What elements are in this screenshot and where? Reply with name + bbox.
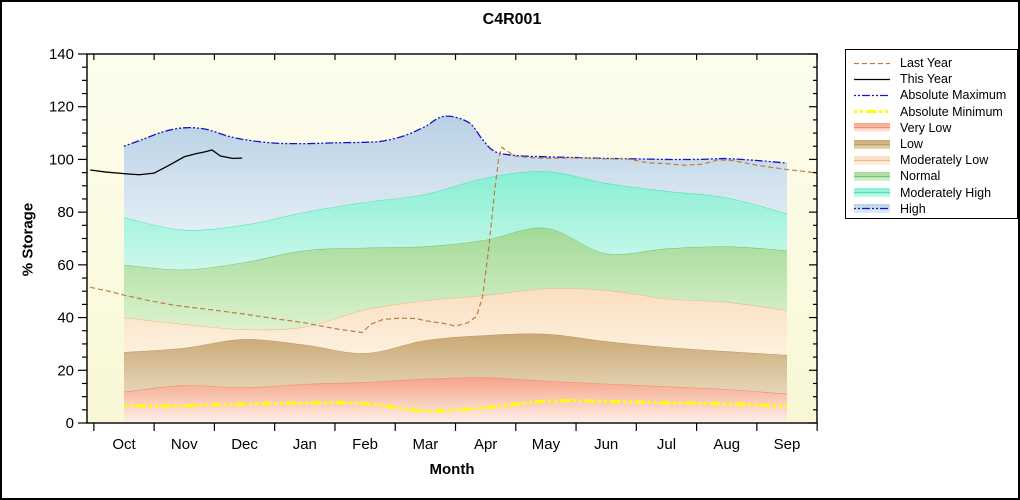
x-tick-label: Apr [474, 436, 497, 453]
x-tick-label: May [532, 436, 561, 453]
x-tick-label: Jun [594, 436, 618, 453]
legend-item-low: Low [853, 136, 1017, 152]
legend: Last Year This Year Absolute Maximum Absolu… [845, 49, 1018, 219]
legend-label: Absolute Maximum [900, 88, 1007, 103]
legend-sample-line [854, 94, 890, 97]
y-tick-label: 40 [57, 310, 74, 327]
legend-sample-swatch [854, 139, 890, 149]
legend-sample-swatch [854, 155, 890, 165]
x-tick-label: Oct [112, 436, 136, 453]
y-tick-label: 60 [57, 257, 74, 274]
legend-label: Moderately High [900, 185, 992, 200]
legend-label: Moderately Low [900, 153, 989, 168]
x-tick-label: Nov [171, 436, 198, 453]
legend-item-last-year: Last Year [853, 55, 1017, 71]
legend-label: Absolute Minimum [900, 104, 1003, 119]
legend-label: Normal [900, 169, 941, 184]
legend-item-very-low: Very Low [853, 120, 1017, 136]
y-tick-label: 120 [49, 99, 74, 116]
this-year-line [90, 149, 243, 176]
x-tick-label: Feb [352, 436, 378, 453]
x-tick-label: Dec [231, 436, 258, 453]
x-axis-label: Month [429, 461, 475, 478]
band-moderately-high [124, 171, 787, 270]
chart-title: C4R001 [482, 11, 542, 28]
legend-item-moderately-low: Moderately Low [853, 152, 1017, 168]
x-tick-label: Jul [657, 436, 676, 453]
legend-item-this-year: This Year [853, 71, 1017, 87]
legend-sample-line [854, 62, 890, 64]
legend-item-absolute-minimum: Absolute Minimum [853, 104, 1017, 120]
absolute-maximum-line [123, 115, 788, 164]
legend-item-high: High [853, 201, 1017, 217]
y-tick-label: 0 [66, 415, 74, 432]
legend-sample-swatch [854, 171, 890, 181]
legend-label: Low [900, 137, 923, 152]
legend-item-absolute-maximum: Absolute Maximum [853, 87, 1017, 103]
legend-sample-swatch [854, 188, 890, 198]
y-tick-label: 140 [49, 46, 74, 63]
absolute-minimum-line [123, 399, 788, 413]
x-tick-label: Mar [412, 436, 438, 453]
band-very-low [124, 377, 787, 423]
x-tick-label: Jan [293, 436, 317, 453]
x-tick-label: Aug [713, 436, 740, 453]
band-low [124, 333, 787, 394]
legend-item-normal: Normal [853, 168, 1017, 184]
legend-label: Last Year [900, 56, 953, 71]
legend-item-moderately-high: Moderately High [853, 185, 1017, 201]
legend-label: This Year [900, 72, 953, 87]
y-tick-label: 20 [57, 362, 74, 379]
legend-sample-line [854, 110, 890, 114]
legend-sample-swatch [854, 204, 890, 214]
legend-label: Very Low [900, 120, 952, 135]
legend-sample-line [854, 78, 890, 80]
last-year-line [90, 146, 815, 334]
legend-label: High [900, 201, 926, 216]
y-tick-label: 80 [57, 204, 74, 221]
band-high [124, 116, 787, 231]
y-tick-label: 100 [49, 151, 74, 168]
legend-sample-swatch [854, 123, 890, 133]
band-moderately-low [124, 288, 787, 355]
x-tick-label: Sep [774, 436, 801, 453]
